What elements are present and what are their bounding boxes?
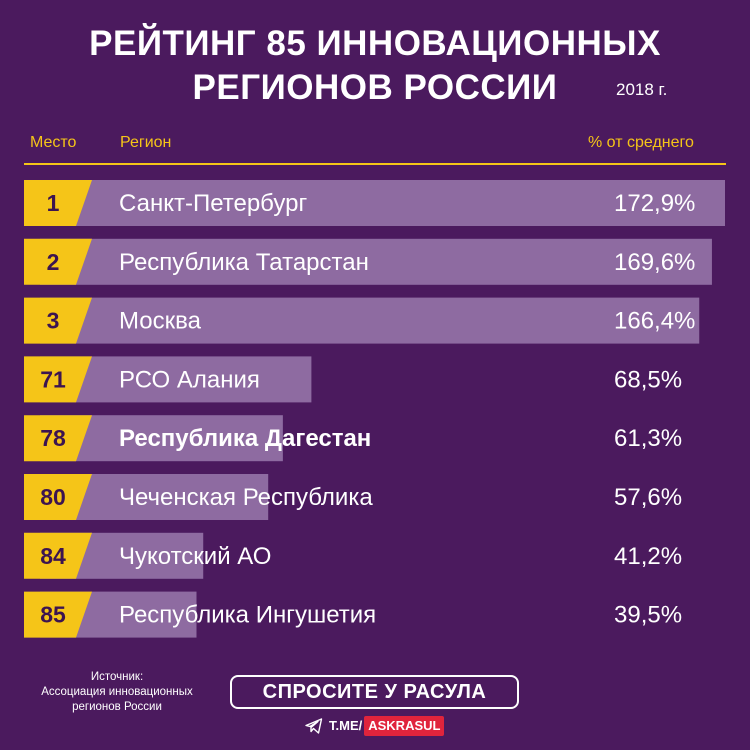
region-label: РСО Алания: [119, 366, 260, 393]
telegram-link[interactable]: T.ME/ ASKRASUL: [305, 716, 445, 736]
rank-label: 3: [47, 308, 60, 334]
value-label: 57,6%: [614, 484, 682, 511]
source-line-3: регионов России: [72, 701, 162, 713]
value-label: 169,6%: [614, 249, 695, 276]
region-label: Санкт-Петербург: [119, 190, 307, 217]
rank-badge: [24, 474, 92, 520]
rank-badge: [24, 415, 92, 462]
rank-badge: [24, 532, 92, 579]
column-header-region: Регион: [120, 134, 172, 151]
bar: [40, 180, 725, 226]
value-label: 61,3%: [614, 425, 682, 452]
source-line-2: Ассоциация инновационных: [41, 686, 193, 698]
brand-logo[interactable]: СПРОСИТЕ У РАСУЛА: [230, 675, 519, 709]
link-handle: ASKRASUL: [364, 716, 445, 736]
title-line-1: РЕЙТИНГ 85 ИННОВАЦИОННЫХ: [89, 24, 661, 63]
rank-badge: [24, 356, 92, 403]
value-label: 39,5%: [614, 602, 682, 629]
year-label: 2018 г.: [616, 80, 668, 99]
region-label: Республика Дагестан: [119, 425, 371, 452]
rank-badge: [24, 180, 92, 226]
value-label: 68,5%: [614, 366, 682, 393]
source-note: Источник: Ассоциация инновационных регио…: [22, 670, 212, 715]
rank-label: 2: [47, 249, 60, 275]
rank-label: 85: [40, 602, 66, 628]
region-label: Чеченская Республика: [119, 484, 373, 511]
region-label: Республика Ингушетия: [119, 602, 376, 629]
value-label: 166,4%: [614, 308, 695, 335]
rank-badge: [24, 591, 92, 638]
bar: [40, 238, 712, 285]
rank-badge: [24, 238, 92, 285]
rank-label: 78: [40, 425, 66, 451]
rank-label: 84: [40, 543, 66, 569]
header-divider: [24, 163, 726, 165]
title-line-2: РЕГИОНОВ РОССИИ: [192, 68, 558, 107]
value-label: 41,2%: [614, 543, 682, 570]
region-label: Москва: [119, 308, 202, 335]
telegram-icon: [305, 718, 323, 734]
region-label: Республика Татарстан: [119, 249, 369, 276]
link-prefix: T.ME/: [329, 718, 363, 733]
rank-badge: [24, 297, 92, 344]
rank-label: 71: [40, 366, 66, 392]
value-label: 172,9%: [614, 190, 695, 217]
rank-label: 80: [40, 484, 66, 510]
column-header-pct: % от среднего: [588, 134, 694, 151]
rank-label: 1: [47, 190, 60, 216]
page-title: РЕЙТИНГ 85 ИННОВАЦИОННЫХ РЕГИОНОВ РОССИИ: [0, 22, 750, 110]
bar: [40, 297, 700, 344]
source-line-1: Источник:: [90, 671, 144, 683]
region-label: Чукотский АО: [119, 543, 271, 570]
column-header-place: Место: [30, 134, 77, 151]
